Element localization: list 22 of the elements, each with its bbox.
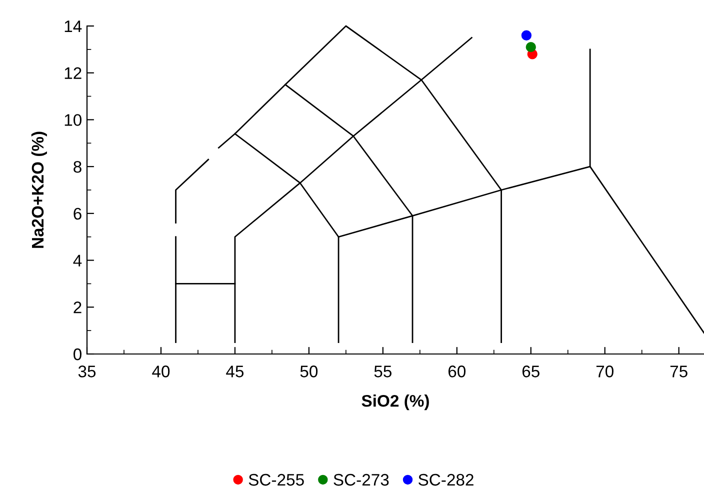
x-tick-label: 70 (596, 366, 614, 378)
legend-label: SC-282 (418, 474, 474, 486)
x-tick-label: 65 (522, 366, 540, 378)
y-tick-label: 14 (64, 20, 82, 32)
y-tick-label: 4 (73, 254, 82, 266)
x-tick-label: 40 (152, 366, 170, 378)
x-tick-label: 45 (226, 366, 244, 378)
x-tick-label: 55 (374, 366, 392, 378)
y-axis-title: Na2O+K2O (%) (31, 132, 47, 248)
y-tick-label: 0 (74, 348, 82, 360)
x-tick-label: 35 (78, 366, 96, 378)
y-tick-label: 10 (64, 114, 82, 126)
y-tick-label: 8 (74, 160, 82, 173)
y-tick-label: 6 (74, 208, 82, 220)
x-tick-label: 50 (300, 366, 318, 378)
y-tick-label: 12 (64, 67, 82, 79)
x-tick-label: 75 (670, 366, 688, 378)
x-axis-title: SiO2 (%) (362, 394, 429, 410)
legend-label: SC-273 (334, 474, 389, 486)
y-tick-label: 2 (74, 302, 82, 314)
x-tick-label: 60 (448, 366, 466, 378)
legend-label: SC-255 (248, 474, 304, 486)
